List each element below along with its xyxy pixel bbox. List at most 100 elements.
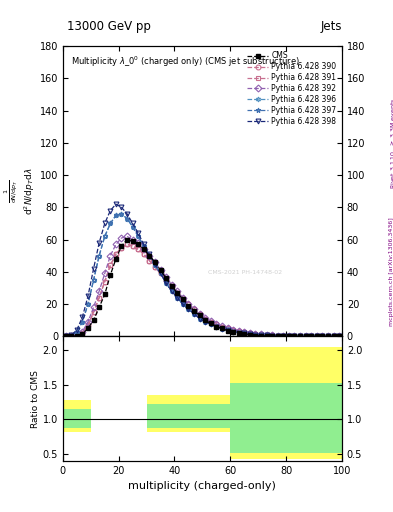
Pythia 6.428 396 [86, 301, 90, 307]
Pythia 6.428 396 [102, 233, 107, 240]
Pythia 6.428 397 [180, 301, 185, 307]
CMS [236, 330, 241, 336]
Pythia 6.428 390 [91, 309, 96, 315]
Pythia 6.428 392 [175, 288, 180, 294]
Pythia 6.428 391 [231, 327, 235, 333]
Pythia 6.428 392 [69, 333, 73, 339]
CMS [169, 283, 174, 289]
Pythia 6.428 397 [158, 270, 163, 276]
Pythia 6.428 397 [275, 333, 280, 339]
Pythia 6.428 391 [80, 330, 85, 336]
Pythia 6.428 398 [208, 321, 213, 327]
Pythia 6.428 390 [69, 333, 73, 339]
CMS [136, 241, 141, 247]
Pythia 6.428 390 [158, 270, 163, 276]
CMS [91, 317, 96, 324]
Pythia 6.428 390 [286, 333, 291, 339]
Pythia 6.428 398 [320, 333, 325, 339]
CMS [320, 333, 325, 339]
Pythia 6.428 391 [175, 290, 180, 296]
Pythia 6.428 396 [281, 333, 286, 339]
Pythia 6.428 391 [91, 309, 96, 315]
Pythia 6.428 391 [314, 333, 319, 339]
Pythia 6.428 396 [97, 252, 101, 259]
Pythia 6.428 396 [141, 243, 146, 249]
Pythia 6.428 391 [114, 251, 118, 257]
Pythia 6.428 390 [331, 333, 336, 339]
Pythia 6.428 397 [169, 288, 174, 294]
Pythia 6.428 396 [136, 233, 141, 240]
Pythia 6.428 391 [225, 325, 230, 331]
Pythia 6.428 391 [130, 243, 135, 249]
Text: Jets: Jets [320, 20, 342, 33]
Pythia 6.428 396 [320, 333, 325, 339]
CMS [175, 290, 180, 296]
Pythia 6.428 397 [303, 333, 308, 339]
Pythia 6.428 396 [259, 332, 263, 338]
Pythia 6.428 397 [286, 333, 291, 339]
Pythia 6.428 392 [203, 315, 208, 321]
CMS [275, 333, 280, 339]
Pythia 6.428 398 [136, 230, 141, 236]
Pythia 6.428 392 [253, 331, 258, 337]
Pythia 6.428 392 [102, 270, 107, 276]
Pythia 6.428 390 [253, 331, 258, 337]
Pythia 6.428 397 [175, 294, 180, 301]
Pythia 6.428 396 [175, 294, 180, 301]
Pythia 6.428 397 [337, 333, 342, 339]
CMS [203, 317, 208, 324]
Pythia 6.428 396 [264, 332, 269, 338]
Pythia 6.428 390 [180, 296, 185, 303]
Pythia 6.428 392 [208, 318, 213, 324]
CMS [186, 303, 191, 309]
CMS [180, 296, 185, 303]
Pythia 6.428 397 [203, 319, 208, 325]
Pythia 6.428 390 [259, 332, 263, 338]
Pythia 6.428 390 [281, 333, 286, 339]
Pythia 6.428 398 [286, 333, 291, 339]
Pythia 6.428 390 [164, 277, 169, 283]
Pythia 6.428 398 [91, 266, 96, 272]
Line: Pythia 6.428 398: Pythia 6.428 398 [63, 202, 342, 339]
Pythia 6.428 398 [275, 333, 280, 339]
Pythia 6.428 398 [102, 220, 107, 226]
CMS [147, 252, 152, 259]
CMS [270, 333, 275, 339]
Pythia 6.428 390 [320, 333, 325, 339]
Pythia 6.428 391 [136, 246, 141, 252]
Pythia 6.428 396 [331, 333, 336, 339]
Pythia 6.428 398 [192, 311, 196, 317]
Pythia 6.428 392 [320, 333, 325, 339]
Pythia 6.428 398 [69, 332, 73, 338]
Pythia 6.428 390 [292, 333, 297, 339]
CMS [292, 333, 297, 339]
Pythia 6.428 396 [214, 324, 219, 330]
Pythia 6.428 397 [253, 332, 258, 338]
CMS [86, 325, 90, 331]
Pythia 6.428 398 [326, 333, 331, 339]
Pythia 6.428 398 [180, 301, 185, 307]
CMS [253, 332, 258, 338]
Pythia 6.428 398 [130, 220, 135, 226]
Pythia 6.428 398 [242, 330, 247, 336]
CMS [331, 333, 336, 339]
Pythia 6.428 391 [326, 333, 331, 339]
Pythia 6.428 390 [130, 243, 135, 249]
Text: mcplots.cern.ch [arXiv:1306.3436]: mcplots.cern.ch [arXiv:1306.3436] [389, 217, 393, 326]
CMS [158, 267, 163, 273]
Pythia 6.428 396 [275, 333, 280, 339]
Pythia 6.428 390 [175, 290, 180, 296]
Pythia 6.428 397 [141, 243, 146, 249]
Pythia 6.428 392 [326, 333, 331, 339]
Pythia 6.428 397 [225, 327, 230, 333]
Pythia 6.428 392 [192, 306, 196, 312]
Pythia 6.428 396 [125, 216, 129, 222]
Pythia 6.428 391 [320, 333, 325, 339]
Pythia 6.428 396 [231, 329, 235, 335]
CMS [141, 246, 146, 252]
Pythia 6.428 390 [264, 332, 269, 338]
Pythia 6.428 392 [136, 240, 141, 246]
Pythia 6.428 392 [331, 333, 336, 339]
Pythia 6.428 396 [309, 333, 314, 339]
Pythia 6.428 391 [292, 333, 297, 339]
